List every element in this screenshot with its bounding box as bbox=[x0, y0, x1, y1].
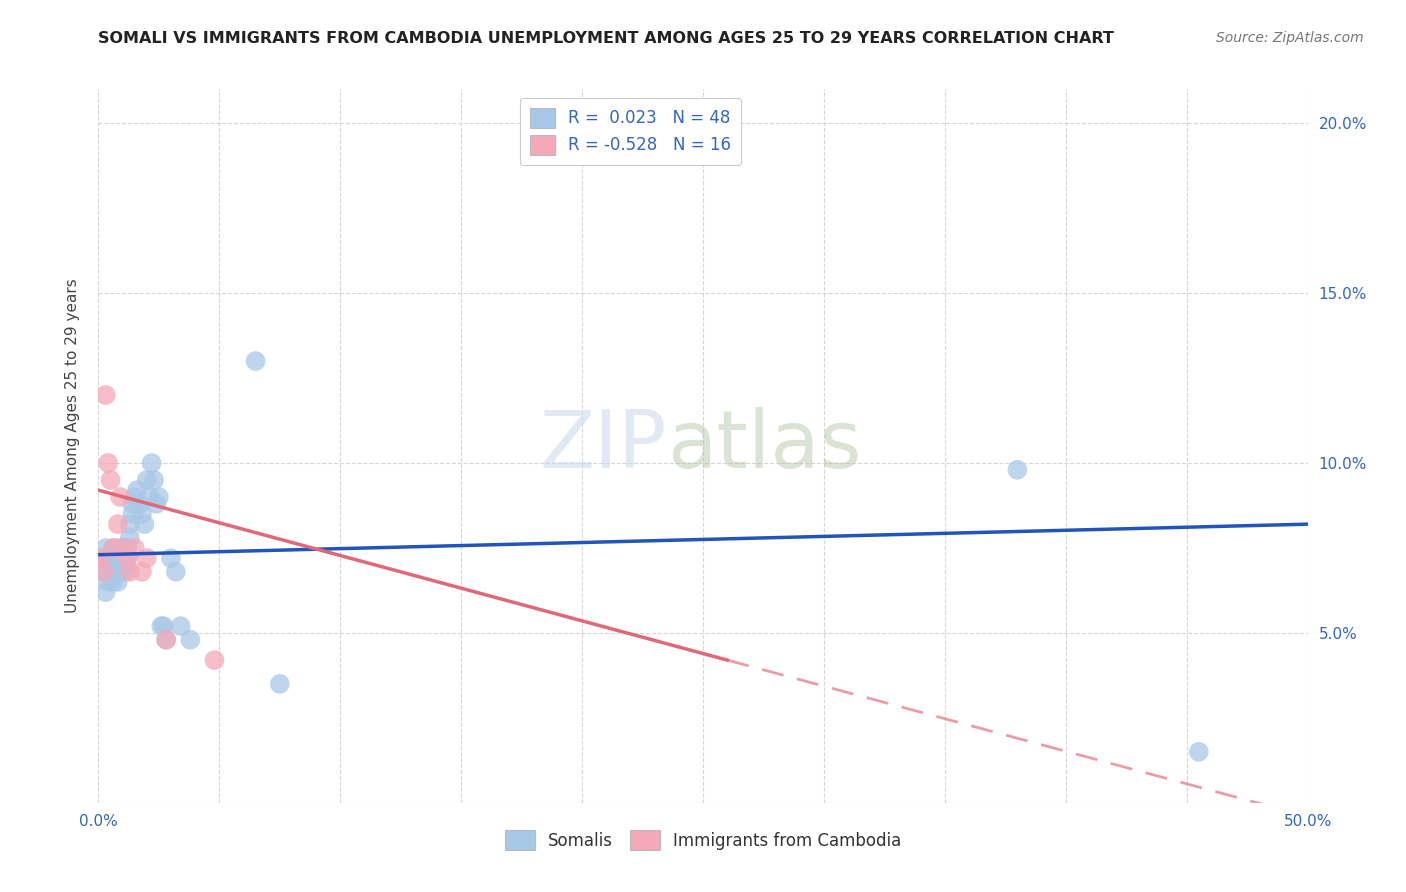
Point bbox=[101, 541, 124, 555]
Point bbox=[155, 632, 177, 647]
Point bbox=[108, 565, 131, 579]
Point bbox=[91, 565, 114, 579]
Legend: Somalis, Immigrants from Cambodia: Somalis, Immigrants from Cambodia bbox=[496, 822, 910, 859]
Point bbox=[1007, 463, 1029, 477]
Point bbox=[135, 551, 157, 566]
Point bbox=[143, 473, 166, 487]
Point bbox=[97, 456, 120, 470]
Point bbox=[114, 565, 136, 579]
Point bbox=[165, 565, 187, 579]
Point bbox=[104, 565, 127, 579]
Text: Source: ZipAtlas.com: Source: ZipAtlas.com bbox=[1216, 31, 1364, 45]
Point bbox=[155, 632, 177, 647]
Point bbox=[104, 541, 127, 555]
Point bbox=[134, 517, 156, 532]
Point bbox=[97, 574, 120, 589]
Point bbox=[128, 497, 150, 511]
Point bbox=[100, 551, 122, 566]
Point bbox=[121, 507, 143, 521]
Point bbox=[127, 483, 149, 498]
Point bbox=[94, 541, 117, 555]
Point bbox=[118, 531, 141, 545]
Point bbox=[160, 551, 183, 566]
Point bbox=[108, 558, 131, 572]
Point bbox=[124, 490, 146, 504]
Point bbox=[101, 574, 124, 589]
Point bbox=[117, 551, 139, 566]
Point bbox=[100, 565, 122, 579]
Point bbox=[204, 653, 226, 667]
Point bbox=[90, 558, 112, 572]
Point bbox=[135, 473, 157, 487]
Point bbox=[94, 388, 117, 402]
Point bbox=[100, 473, 122, 487]
Text: ZIP: ZIP bbox=[540, 407, 666, 485]
Point bbox=[150, 619, 173, 633]
Point bbox=[152, 619, 174, 633]
Point bbox=[117, 541, 139, 555]
Point bbox=[107, 517, 129, 532]
Y-axis label: Unemployment Among Ages 25 to 29 years: Unemployment Among Ages 25 to 29 years bbox=[65, 278, 80, 614]
Point bbox=[111, 551, 134, 566]
Text: SOMALI VS IMMIGRANTS FROM CAMBODIA UNEMPLOYMENT AMONG AGES 25 TO 29 YEARS CORREL: SOMALI VS IMMIGRANTS FROM CAMBODIA UNEMP… bbox=[98, 31, 1115, 46]
Point bbox=[117, 551, 139, 566]
Point bbox=[1188, 745, 1211, 759]
Point bbox=[269, 677, 291, 691]
Point bbox=[90, 551, 112, 566]
Point bbox=[179, 632, 201, 647]
Point bbox=[114, 558, 136, 572]
Point bbox=[111, 541, 134, 555]
Point bbox=[107, 574, 129, 589]
Point bbox=[138, 490, 160, 504]
Point bbox=[145, 497, 167, 511]
Text: atlas: atlas bbox=[666, 407, 860, 485]
Point bbox=[131, 507, 153, 521]
Point bbox=[148, 490, 170, 504]
Point bbox=[91, 565, 114, 579]
Point bbox=[118, 565, 141, 579]
Point bbox=[108, 490, 131, 504]
Point bbox=[131, 565, 153, 579]
Point bbox=[141, 456, 163, 470]
Point bbox=[121, 497, 143, 511]
Point bbox=[101, 558, 124, 572]
Point bbox=[97, 551, 120, 566]
Point bbox=[111, 541, 134, 555]
Point bbox=[94, 585, 117, 599]
Point bbox=[118, 517, 141, 532]
Point bbox=[124, 541, 146, 555]
Point bbox=[169, 619, 191, 633]
Point bbox=[245, 354, 267, 368]
Point bbox=[107, 551, 129, 566]
